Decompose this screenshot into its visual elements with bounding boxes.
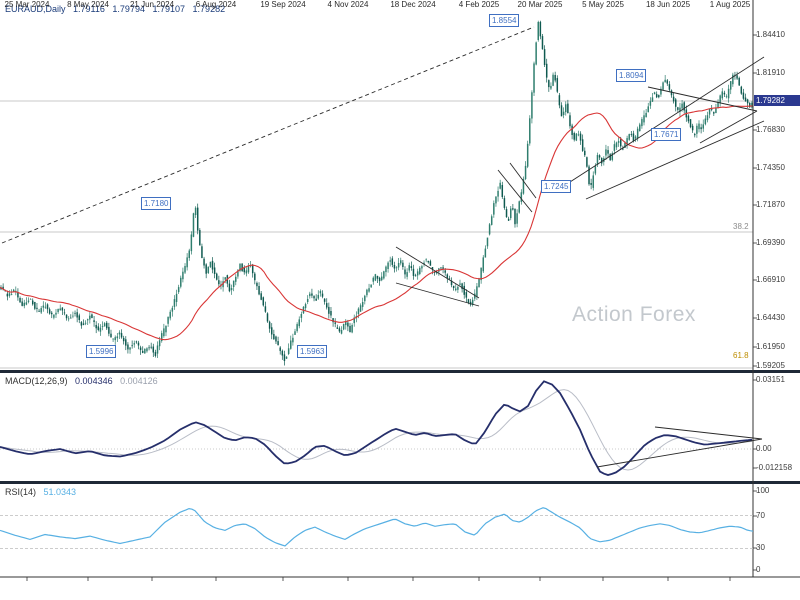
trading-chart-window: Action Forex EURAUD,Daily 1.79116 1.7979… xyxy=(0,0,800,600)
chart-canvas[interactable] xyxy=(0,0,800,600)
